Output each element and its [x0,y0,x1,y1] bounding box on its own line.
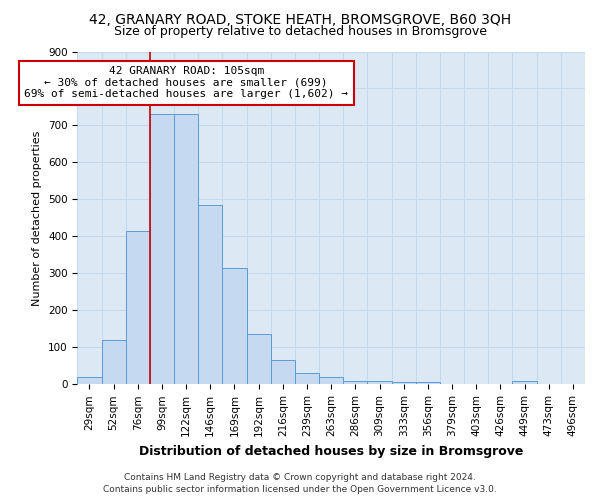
Bar [174,114,198,384]
Bar [271,360,295,384]
Bar [101,340,126,384]
Bar [198,205,223,384]
Bar [126,231,150,384]
Text: Contains HM Land Registry data © Crown copyright and database right 2024.
Contai: Contains HM Land Registry data © Crown c… [103,472,497,494]
X-axis label: Distribution of detached houses by size in Bromsgrove: Distribution of detached houses by size … [139,444,523,458]
Bar [416,382,440,384]
Bar [77,377,101,384]
Bar [150,114,174,384]
Bar [343,380,367,384]
Text: 42 GRANARY ROAD: 105sqm
← 30% of detached houses are smaller (699)
69% of semi-d: 42 GRANARY ROAD: 105sqm ← 30% of detache… [24,66,348,100]
Bar [319,377,343,384]
Bar [367,380,392,384]
Bar [512,380,536,384]
Text: 42, GRANARY ROAD, STOKE HEATH, BROMSGROVE, B60 3QH: 42, GRANARY ROAD, STOKE HEATH, BROMSGROV… [89,12,511,26]
Bar [223,268,247,384]
Bar [295,373,319,384]
Bar [247,334,271,384]
Text: Size of property relative to detached houses in Bromsgrove: Size of property relative to detached ho… [113,25,487,38]
Y-axis label: Number of detached properties: Number of detached properties [32,130,43,306]
Bar [392,382,416,384]
